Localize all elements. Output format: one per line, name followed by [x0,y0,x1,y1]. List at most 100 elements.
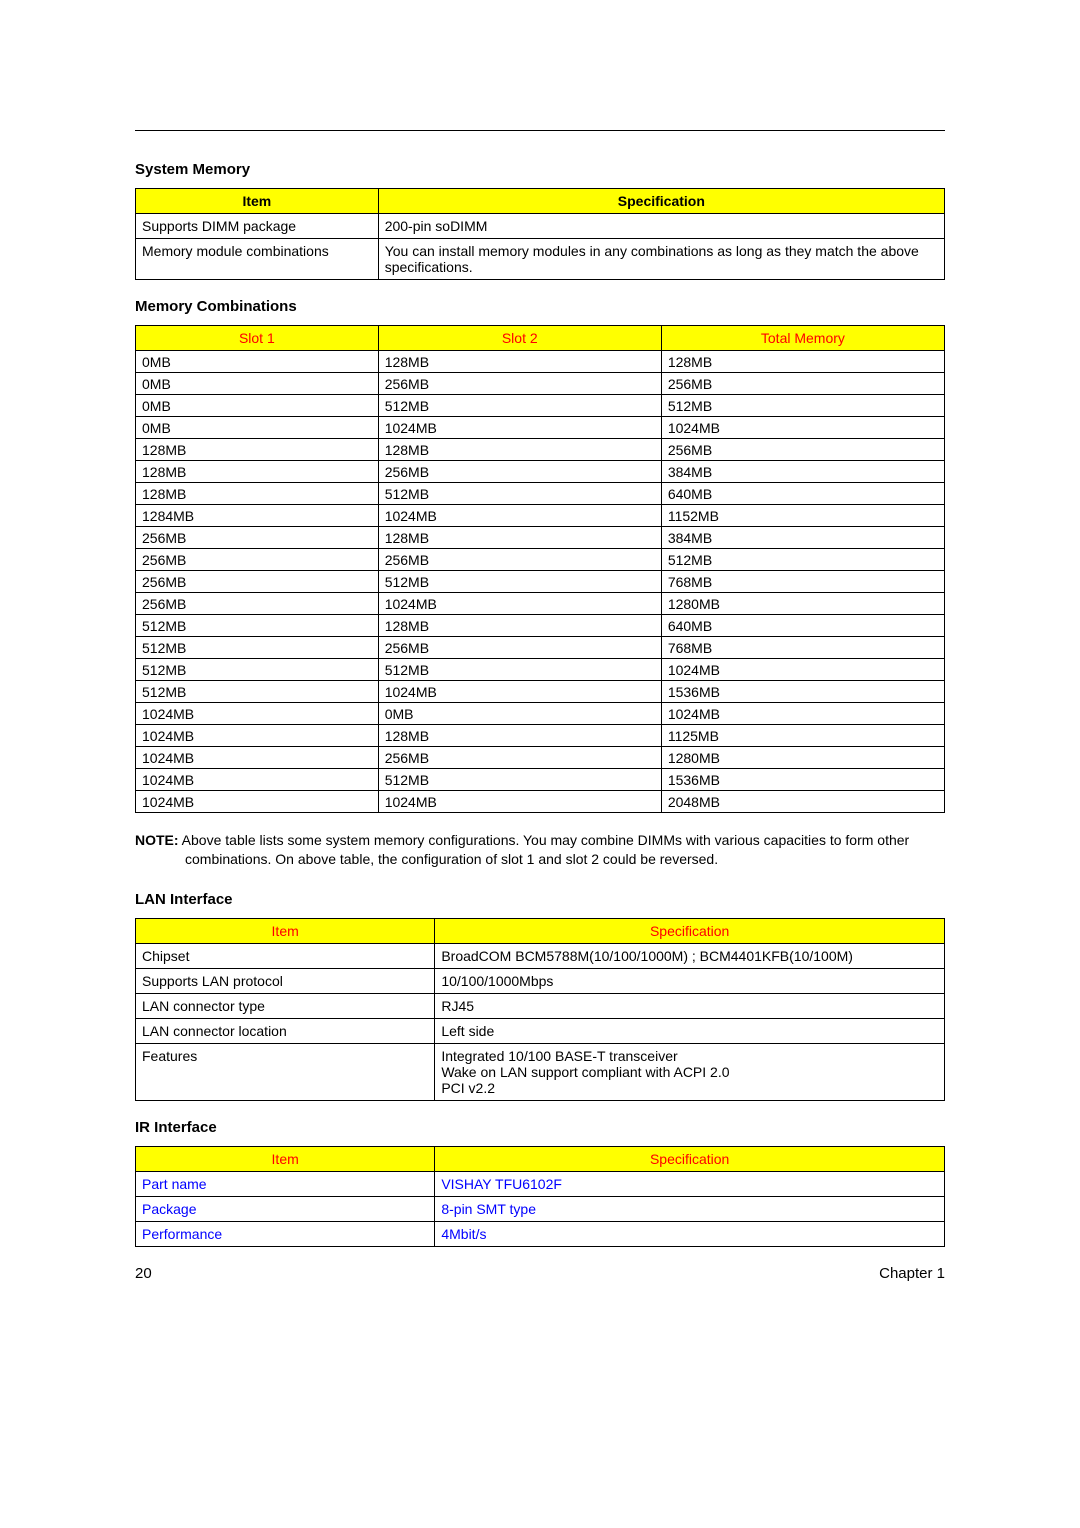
cell-item: LAN connector type [136,993,435,1018]
table-row: Supports DIMM package200-pin soDIMM [136,214,945,239]
cell-slot2: 256MB [378,549,661,571]
cell-slot1: 512MB [136,659,379,681]
cell-total: 128MB [661,351,944,373]
cell-slot2: 256MB [378,747,661,769]
cell-total: 1024MB [661,659,944,681]
cell-slot1: 512MB [136,681,379,703]
page: System Memory Item Specification Support… [0,0,1080,1342]
cell-slot2: 0MB [378,703,661,725]
cell-total: 1536MB [661,769,944,791]
cell-slot2: 128MB [378,439,661,461]
cell-total: 256MB [661,373,944,395]
lan-table: Item Specification ChipsetBroadCOM BCM57… [135,918,945,1101]
sysmem-hdr-item: Item [136,189,379,214]
table-row: 512MB128MB640MB [136,615,945,637]
table-row: ChipsetBroadCOM BCM5788M(10/100/1000M) ;… [136,943,945,968]
cell-slot2: 128MB [378,615,661,637]
table-row: LAN connector locationLeft side [136,1018,945,1043]
cell-spec: BroadCOM BCM5788M(10/100/1000M) ; BCM440… [435,943,945,968]
cell-slot1: 256MB [136,527,379,549]
cell-item: Supports LAN protocol [136,968,435,993]
cell-item: Chipset [136,943,435,968]
cell-item: Memory module combinations [136,239,379,280]
memory-combinations-table: Slot 1 Slot 2 Total Memory 0MB128MB128MB… [135,325,945,813]
cell-slot2: 512MB [378,395,661,417]
cell-slot2: 256MB [378,461,661,483]
lan-hdr-item: Item [136,918,435,943]
table-row: Supports LAN protocol10/100/1000Mbps [136,968,945,993]
cell-total: 2048MB [661,791,944,813]
cell-slot1: 1284MB [136,505,379,527]
cell-slot1: 1024MB [136,725,379,747]
table-row: LAN connector typeRJ45 [136,993,945,1018]
footer: 20 Chapter 1 [135,1265,945,1282]
cell-total: 1125MB [661,725,944,747]
cell-total: 384MB [661,527,944,549]
cell-slot2: 1024MB [378,681,661,703]
cell-slot1: 128MB [136,483,379,505]
sysmem-hdr-spec: Specification [378,189,944,214]
cell-spec: 10/100/1000Mbps [435,968,945,993]
cell-slot1: 256MB [136,593,379,615]
cell-slot2: 1024MB [378,593,661,615]
table-row: 128MB512MB640MB [136,483,945,505]
cell-slot1: 128MB [136,461,379,483]
table-row: 0MB512MB512MB [136,395,945,417]
table-row: 512MB512MB1024MB [136,659,945,681]
lan-hdr-spec: Specification [435,918,945,943]
cell-slot2: 512MB [378,659,661,681]
table-row: 1024MB128MB1125MB [136,725,945,747]
chapter-label: Chapter 1 [879,1265,945,1282]
section-title-lan: LAN Interface [135,891,945,908]
table-row: 0MB128MB128MB [136,351,945,373]
cell-item: Part name [136,1171,435,1196]
cell-slot1: 512MB [136,615,379,637]
table-row: 256MB512MB768MB [136,571,945,593]
table-row: 512MB256MB768MB [136,637,945,659]
cell-spec: Left side [435,1018,945,1043]
ir-hdr-item: Item [136,1146,435,1171]
cell-spec: 4Mbit/s [435,1221,945,1246]
cell-slot1: 0MB [136,351,379,373]
table-row: 1024MB256MB1280MB [136,747,945,769]
table-row: 1024MB0MB1024MB [136,703,945,725]
cell-slot2: 512MB [378,483,661,505]
cell-total: 768MB [661,571,944,593]
memcomb-hdr-slot1: Slot 1 [136,326,379,351]
cell-slot1: 0MB [136,395,379,417]
table-row: 1024MB512MB1536MB [136,769,945,791]
cell-spec: RJ45 [435,993,945,1018]
note-label: NOTE: [135,832,179,848]
cell-spec: You can install memory modules in any co… [378,239,944,280]
cell-item: Performance [136,1221,435,1246]
cell-slot1: 256MB [136,571,379,593]
cell-slot1: 1024MB [136,769,379,791]
table-row: 256MB128MB384MB [136,527,945,549]
cell-slot2: 256MB [378,373,661,395]
cell-slot1: 1024MB [136,791,379,813]
table-row: 512MB1024MB1536MB [136,681,945,703]
cell-slot1: 0MB [136,417,379,439]
table-row: FeaturesIntegrated 10/100 BASE-T transce… [136,1043,945,1100]
cell-slot2: 512MB [378,571,661,593]
cell-total: 512MB [661,395,944,417]
system-memory-table: Item Specification Supports DIMM package… [135,188,945,280]
cell-item: Package [136,1196,435,1221]
cell-slot2: 128MB [378,351,661,373]
cell-spec: Integrated 10/100 BASE-T transceiver Wak… [435,1043,945,1100]
cell-item: LAN connector location [136,1018,435,1043]
cell-item: Supports DIMM package [136,214,379,239]
cell-total: 1536MB [661,681,944,703]
table-row: 0MB1024MB1024MB [136,417,945,439]
table-row: 1284MB1024MB1152MB [136,505,945,527]
table-row: 256MB1024MB1280MB [136,593,945,615]
cell-item: Features [136,1043,435,1100]
note-text: Above table lists some system memory con… [179,832,910,867]
table-row: Package8-pin SMT type [136,1196,945,1221]
cell-total: 1152MB [661,505,944,527]
cell-total: 1024MB [661,417,944,439]
page-number: 20 [135,1265,152,1282]
note: NOTE: Above table lists some system memo… [135,831,945,869]
cell-spec: VISHAY TFU6102F [435,1171,945,1196]
cell-slot2: 512MB [378,769,661,791]
